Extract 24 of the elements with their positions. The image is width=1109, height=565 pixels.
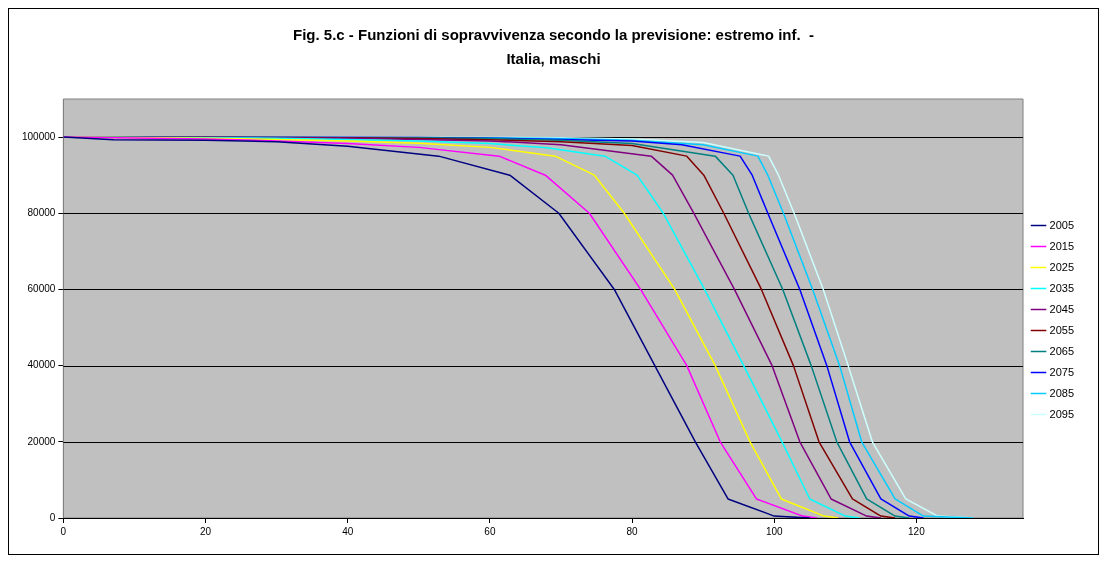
y-tick-label: 20000 — [27, 435, 56, 447]
legend-label: 2095 — [1049, 407, 1075, 420]
x-tick-label: 0 — [60, 525, 67, 537]
y-tick-label: 0 — [49, 511, 56, 523]
x-tick-label: 100 — [765, 525, 784, 537]
y-tick-label: 60000 — [27, 283, 56, 295]
legend-label: 2015 — [1049, 239, 1075, 252]
legend-label: 2075 — [1049, 365, 1075, 378]
x-tick-label: 120 — [908, 525, 926, 537]
x-tick-label: 80 — [626, 525, 639, 537]
x-tick-label: 60 — [484, 525, 496, 537]
y-tick-label: 100000 — [21, 130, 56, 142]
legend-label: 2065 — [1049, 344, 1075, 357]
chart-title: Fig. 5.c - Funzioni di sopravvivenza secondo la previsione: estremo inf. - Italia, maschi — [292, 25, 815, 69]
legend-label: 2025 — [1049, 260, 1075, 273]
x-tick-label: 20 — [199, 525, 212, 537]
x-tick-label: 40 — [342, 525, 354, 537]
legend-label: 2055 — [1049, 323, 1075, 336]
legend-label: 2035 — [1049, 281, 1075, 294]
legend-label: 2085 — [1049, 386, 1075, 399]
legend-label: 2045 — [1049, 302, 1075, 315]
legend-label: 2005 — [1049, 218, 1075, 231]
y-tick-label: 80000 — [27, 207, 56, 219]
y-tick-label: 40000 — [27, 359, 56, 371]
